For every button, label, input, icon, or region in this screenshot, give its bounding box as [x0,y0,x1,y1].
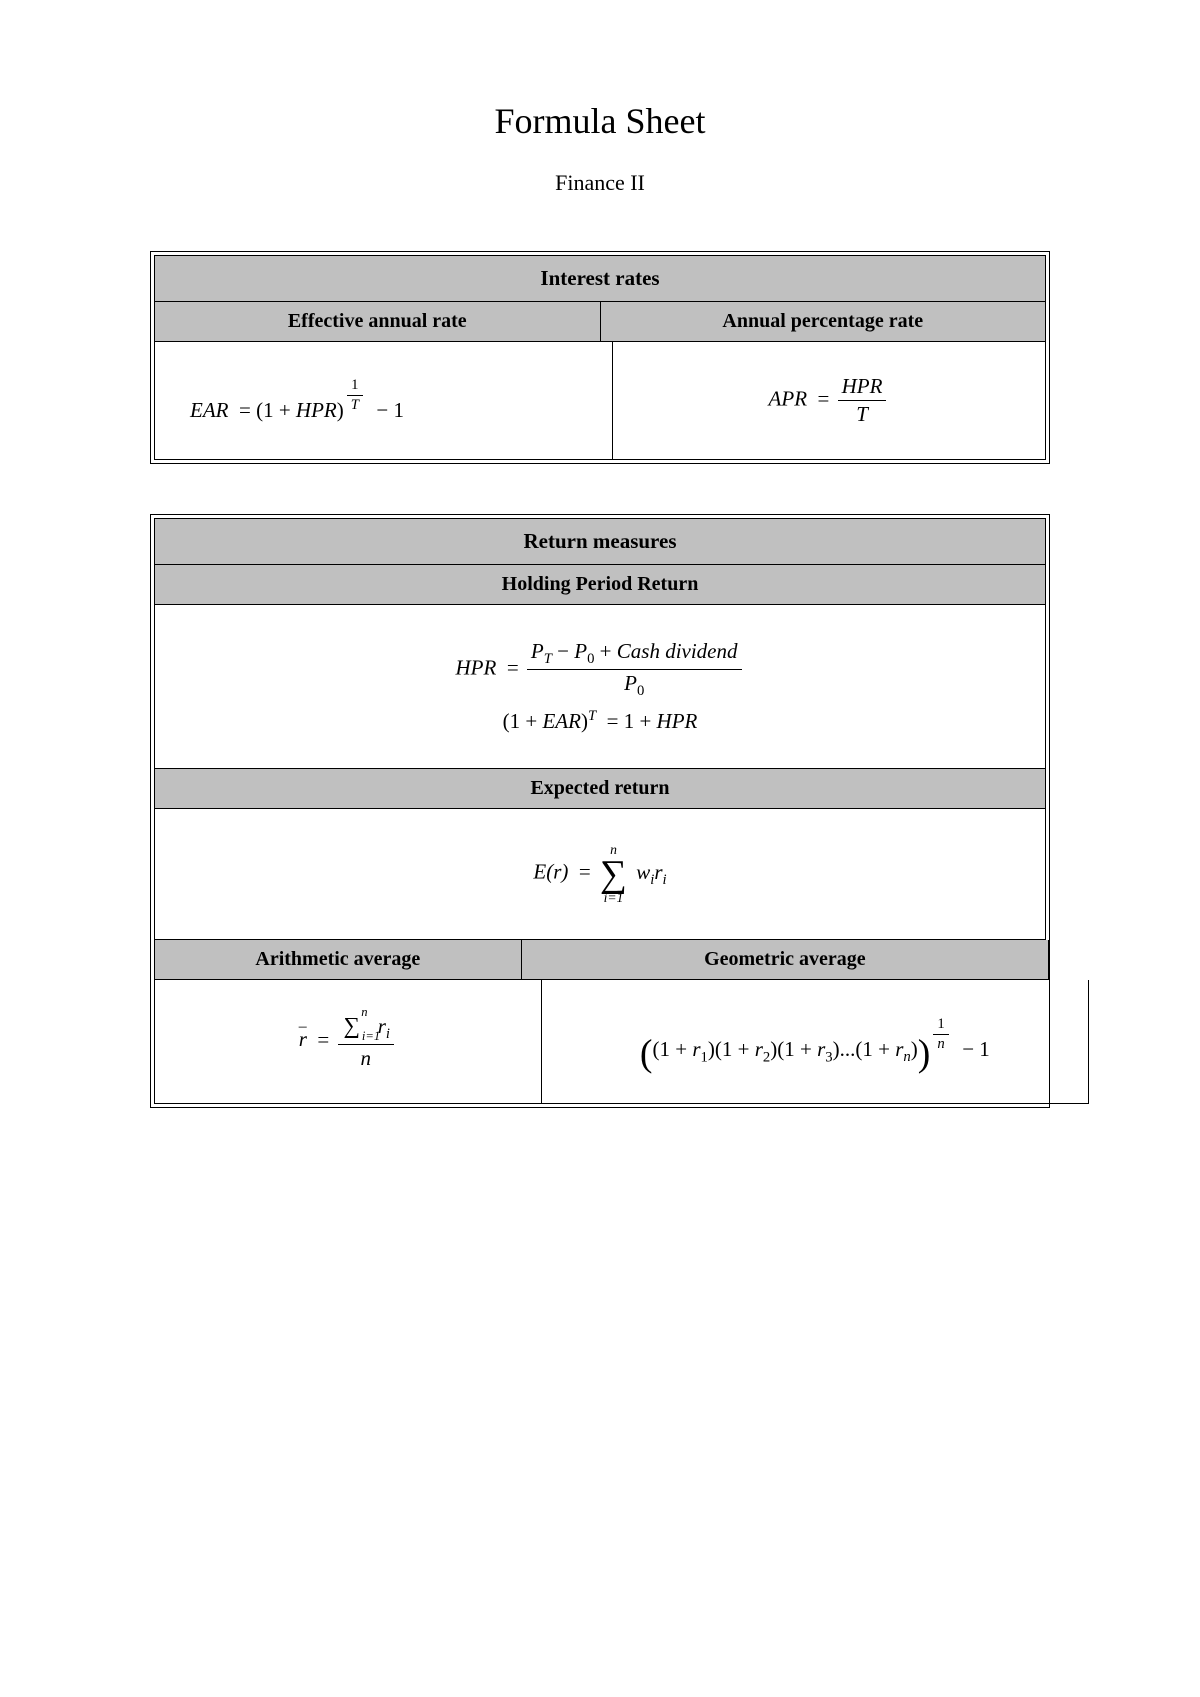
formula-geometric: ((1 + r1)(1 + r2)(1 + r3)...(1 + rn))1n … [542,980,1089,1104]
formula-ear: EAR = (1 + HPR)1T − 1 [154,342,613,460]
formula-apr: APR = HPRT [613,342,1046,460]
cash-dividend: Cash dividend [617,639,738,663]
hpr-rhs: HPR [657,709,698,733]
subheader-arithmetic: Arithmetic average [154,940,522,980]
subheader-hpr: Holding Period Return [154,565,1046,605]
apr-lhs: APR [769,386,807,410]
formula-expected-return: E(r) = n ∑ i=1 wiri [154,809,1046,939]
section-header: Return measures [154,518,1046,565]
subheader-apr: Annual percentage rate [601,302,1047,342]
hpr-var: HPR [296,399,337,423]
t-var: T [347,395,363,414]
sigma-icon: n ∑ i=1 [600,843,627,904]
formula-arithmetic: r = ∑ni=1 ri n [154,980,542,1104]
page: Formula Sheet Finance II Interest rates … [0,0,1200,1697]
hpr-lhs: HPR [455,656,496,680]
er-lhs: E(r) [533,860,568,884]
subheader-ear: Effective annual rate [154,302,601,342]
subheader-expected-return: Expected return [154,769,1046,809]
section-interest-rates: Interest rates Effective annual rate Ann… [150,251,1050,464]
formula-hpr: HPR = PT − P0 + Cash dividend P0 (1 + EA… [154,605,1046,769]
rbar: r [299,1027,307,1052]
subheader-row-averages: Arithmetic average Geometric average [154,940,1046,980]
section-return-measures: Return measures Holding Period Return HP… [150,514,1050,1108]
page-subtitle: Finance II [150,170,1050,196]
t-den: T [838,400,887,427]
subheader-geometric: Geometric average [522,940,1049,980]
formula-row-averages: r = ∑ni=1 ri n ((1 + r1)(1 + r2)(1 + r3)… [154,980,1046,1104]
hpr-num: HPR [838,374,887,400]
section-header: Interest rates [154,255,1046,302]
page-title: Formula Sheet [150,100,1050,142]
n-den: n [338,1044,395,1071]
ear-var: EAR [542,709,580,733]
subheader-row: Effective annual rate Annual percentage … [154,302,1046,342]
ear-lhs: EAR [190,399,228,423]
formula-row: EAR = (1 + HPR)1T − 1 APR = HPRT [154,342,1046,460]
